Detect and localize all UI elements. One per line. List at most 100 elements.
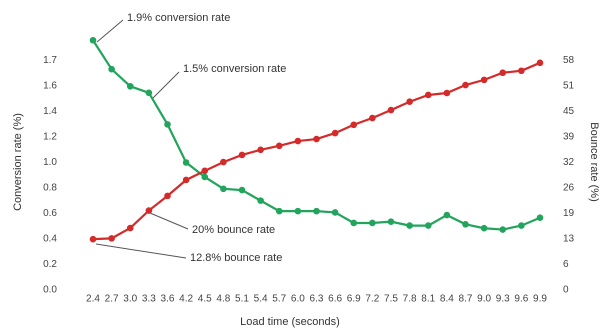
data-point xyxy=(480,224,488,232)
x-tick-label: 5.1 xyxy=(235,294,249,305)
x-tick-label: 4.5 xyxy=(198,294,212,305)
x-tick-label: 9.9 xyxy=(533,294,547,305)
data-point xyxy=(108,235,115,242)
data-point xyxy=(480,76,488,84)
data-point xyxy=(294,137,302,145)
y2-tick-label: 0 xyxy=(563,285,569,296)
y2-tick-label: 39 xyxy=(563,132,575,143)
x-tick-label: 8.1 xyxy=(421,294,435,305)
data-point xyxy=(182,176,190,184)
y2-tick-label: 19 xyxy=(563,208,575,219)
data-point xyxy=(275,142,283,150)
y2-axis-label: Bounce rate (%) xyxy=(588,122,600,201)
data-point xyxy=(406,222,413,229)
data-point xyxy=(313,207,320,215)
x-axis-label: Load time (seconds) xyxy=(240,316,340,328)
data-point xyxy=(89,36,97,44)
data-point xyxy=(126,224,134,232)
data-point xyxy=(443,211,451,219)
x-tick-label: 6.3 xyxy=(310,294,324,305)
annotation-leader xyxy=(95,243,187,259)
data-point xyxy=(369,219,376,227)
annotation-leader xyxy=(96,19,124,43)
data-point xyxy=(257,146,264,154)
y2-tick-label: 6 xyxy=(563,259,569,270)
data-point xyxy=(462,81,469,89)
y-tick-label: 1.2 xyxy=(43,132,57,143)
y-tick-label: 1.0 xyxy=(43,157,57,168)
x-tick-label: 3.6 xyxy=(161,294,175,305)
x-tick-label: 7.2 xyxy=(365,294,379,305)
annotation: 1.5% conversion rate xyxy=(183,63,286,75)
data-point xyxy=(518,67,525,75)
x-tick-label: 5.7 xyxy=(272,294,286,305)
data-point xyxy=(238,186,246,194)
y2-tick-label: 45 xyxy=(563,106,575,117)
data-point xyxy=(499,226,507,233)
data-point xyxy=(424,222,432,229)
y2-tick-label: 58 xyxy=(563,55,575,66)
y-tick-label: 0.4 xyxy=(43,234,57,245)
y-tick-label: 1.7 xyxy=(43,55,57,66)
annotation: 20% bounce rate xyxy=(192,224,275,236)
data-point xyxy=(275,207,283,215)
y2-tick-label: 26 xyxy=(563,183,575,194)
data-point xyxy=(536,214,544,222)
data-point xyxy=(443,89,451,97)
data-point xyxy=(387,218,395,225)
data-point xyxy=(462,220,469,228)
y-axis-label: Conversion rate (%) xyxy=(12,113,24,211)
x-tick-label: 9.0 xyxy=(477,294,491,305)
data-point xyxy=(220,158,227,166)
x-tick-label: 2.4 xyxy=(86,294,100,305)
y-tick-label: 0.6 xyxy=(43,208,57,219)
data-point xyxy=(350,219,358,227)
y-tick-label: 0.8 xyxy=(43,183,57,194)
annotation-leader xyxy=(149,212,189,230)
x-tick-label: 5.4 xyxy=(254,294,268,305)
annotation-leader xyxy=(152,71,180,99)
data-point xyxy=(536,59,544,67)
x-tick-label: 8.7 xyxy=(459,294,473,305)
y-tick-label: 1.4 xyxy=(43,106,57,117)
data-point xyxy=(108,65,115,73)
data-point xyxy=(164,192,171,200)
x-tick-label: 6.6 xyxy=(328,294,342,305)
x-tick-label: 9.6 xyxy=(514,294,528,305)
x-tick-label: 4.2 xyxy=(179,294,193,305)
y-tick-label: 1.6 xyxy=(43,81,57,92)
data-point xyxy=(164,121,171,128)
x-tick-label: 6.9 xyxy=(347,294,361,305)
data-point xyxy=(424,91,432,99)
data-point xyxy=(294,207,302,215)
data-point xyxy=(387,106,395,114)
data-point xyxy=(499,69,507,77)
x-tick-label: 6.0 xyxy=(291,294,305,305)
y2-tick-label: 13 xyxy=(563,234,575,245)
data-point xyxy=(201,173,209,181)
data-point xyxy=(145,89,153,97)
x-tick-label: 9.3 xyxy=(496,294,510,305)
data-point xyxy=(257,197,264,204)
x-tick-label: 7.5 xyxy=(384,294,398,305)
y-tick-label: 0.0 xyxy=(43,285,57,296)
x-tick-label: 7.8 xyxy=(403,294,417,305)
y-tick-label: 0.2 xyxy=(43,259,57,270)
x-tick-label: 3.0 xyxy=(123,294,137,305)
data-point xyxy=(350,121,358,129)
y2-tick-label: 32 xyxy=(563,157,575,168)
data-point xyxy=(126,82,134,90)
data-point xyxy=(406,98,413,106)
data-point xyxy=(238,151,246,159)
annotation: 1.9% conversion rate xyxy=(127,12,230,24)
x-tick-label: 2.7 xyxy=(105,294,119,305)
data-point xyxy=(331,129,339,137)
data-point xyxy=(369,114,376,122)
y2-tick-label: 51 xyxy=(563,81,575,92)
data-point xyxy=(145,207,153,214)
data-point xyxy=(201,167,209,175)
annotation: 12.8% bounce rate xyxy=(190,252,282,264)
data-point xyxy=(220,185,227,193)
